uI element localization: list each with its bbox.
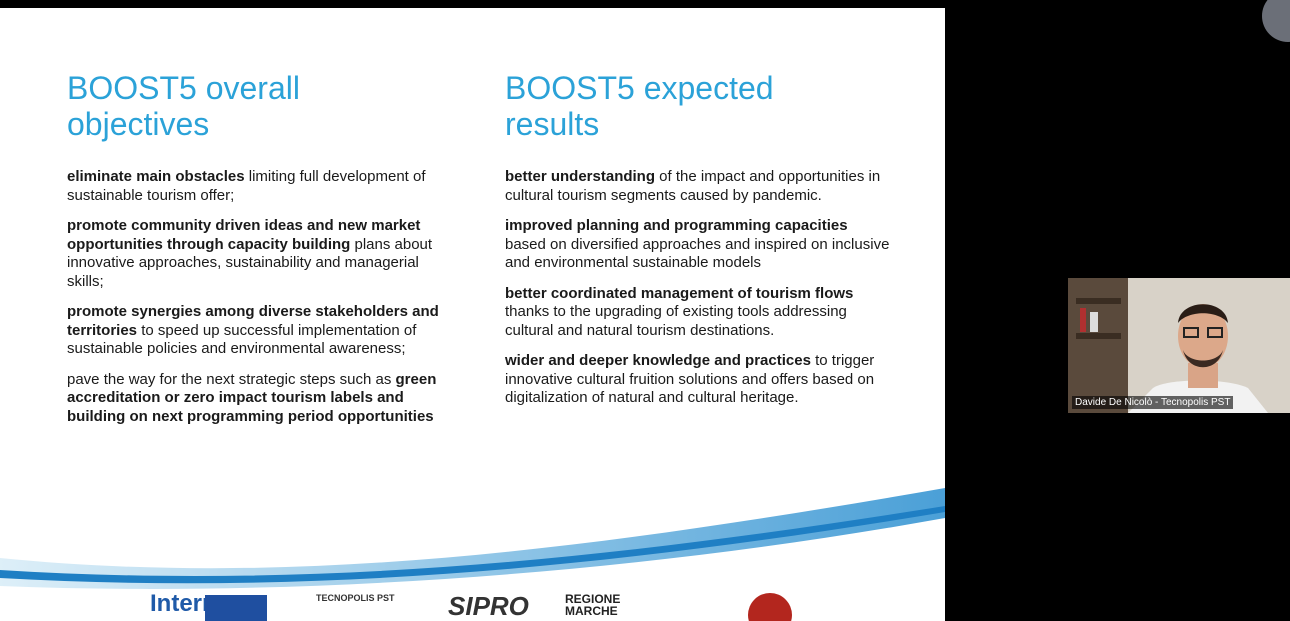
bullet-text: better understanding of the impact and o… <box>505 168 890 205</box>
crest <box>748 593 792 621</box>
bullet-text: wider and deeper knowledge and practices… <box>505 352 890 408</box>
swoosh <box>0 478 945 593</box>
slide: BOOST5 overall objectives eliminate main… <box>0 8 945 621</box>
participant-video <box>1068 278 1290 413</box>
bullet-text: eliminate main obstacles limiting full d… <box>67 168 452 205</box>
bullet-text: better coordinated management of tourism… <box>505 285 890 341</box>
results-column: BOOST5 expected results better understan… <box>505 70 890 420</box>
bold-text: improved planning and programming capaci… <box>505 217 848 234</box>
objectives-column: BOOST5 overall objectives eliminate main… <box>67 70 452 438</box>
bullet-text: promote synergies among diverse stakehol… <box>67 303 452 359</box>
page: {"slide":{ "left":{"title":"BOOST5 overa… <box>0 0 1290 621</box>
bullet-text: promote community driven ideas and new m… <box>67 217 452 291</box>
logo: TECNOPOLIS PST <box>316 593 395 603</box>
bold-text: better coordinated management of tourism… <box>505 285 853 302</box>
text: thanks to the upgrading of existing tool… <box>505 303 847 339</box>
column-title: BOOST5 overall objectives <box>67 70 367 142</box>
bold-text: wider and deeper knowledge and practices <box>505 352 811 369</box>
text: pave the way for the next strategic step… <box>67 371 396 388</box>
text: based on diversified approaches and insp… <box>505 236 889 272</box>
eu-flag <box>205 595 267 621</box>
participant-name: Davide De Nicolò - Tecnopolis PST <box>1072 396 1233 409</box>
bullet-text: improved planning and programming capaci… <box>505 217 890 273</box>
bold-text: better understanding <box>505 168 655 185</box>
focus-button[interactable] <box>1262 0 1290 42</box>
video-tile: Davide De Nicolò - Tecnopolis PST <box>1068 278 1290 413</box>
screen: BOOST5 overall objectives eliminate main… <box>0 0 1290 621</box>
bullet-text: pave the way for the next strategic step… <box>67 371 452 427</box>
column-title: BOOST5 expected results <box>505 70 825 142</box>
bold-text: eliminate main obstacles <box>67 168 245 185</box>
logo: REGIONE MARCHE <box>565 593 620 617</box>
logo: SIPRO <box>448 591 529 621</box>
